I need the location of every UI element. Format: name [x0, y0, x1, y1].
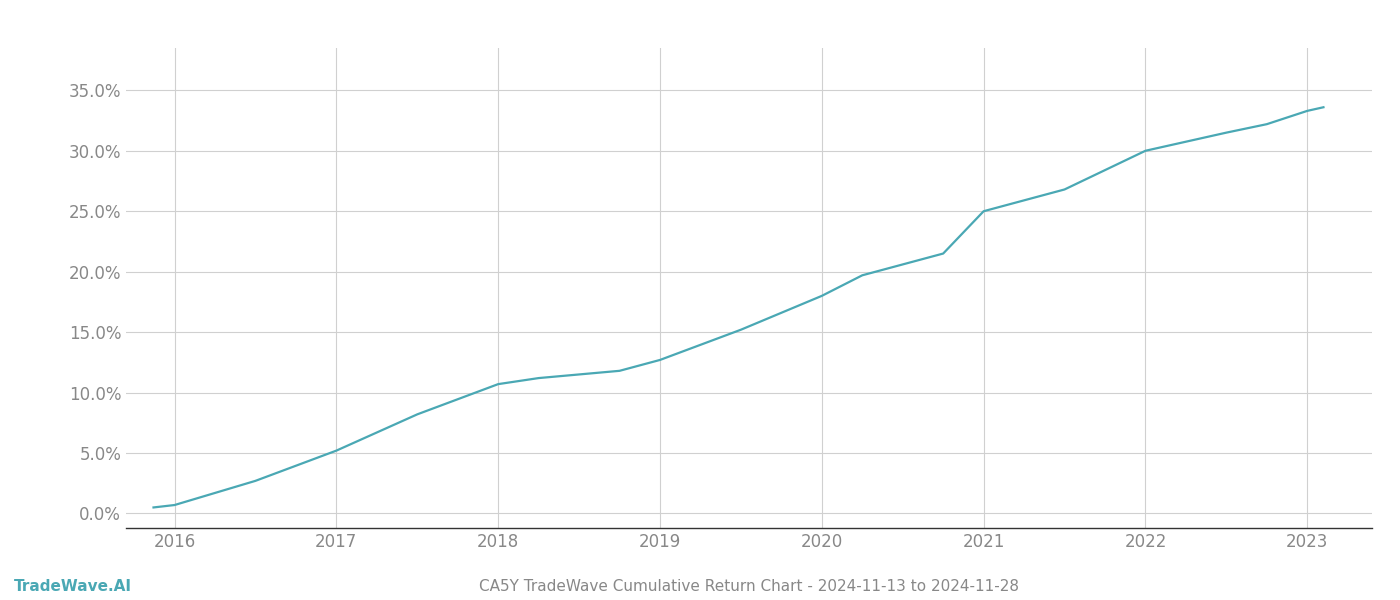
Text: TradeWave.AI: TradeWave.AI [14, 579, 132, 594]
Text: CA5Y TradeWave Cumulative Return Chart - 2024-11-13 to 2024-11-28: CA5Y TradeWave Cumulative Return Chart -… [479, 579, 1019, 594]
